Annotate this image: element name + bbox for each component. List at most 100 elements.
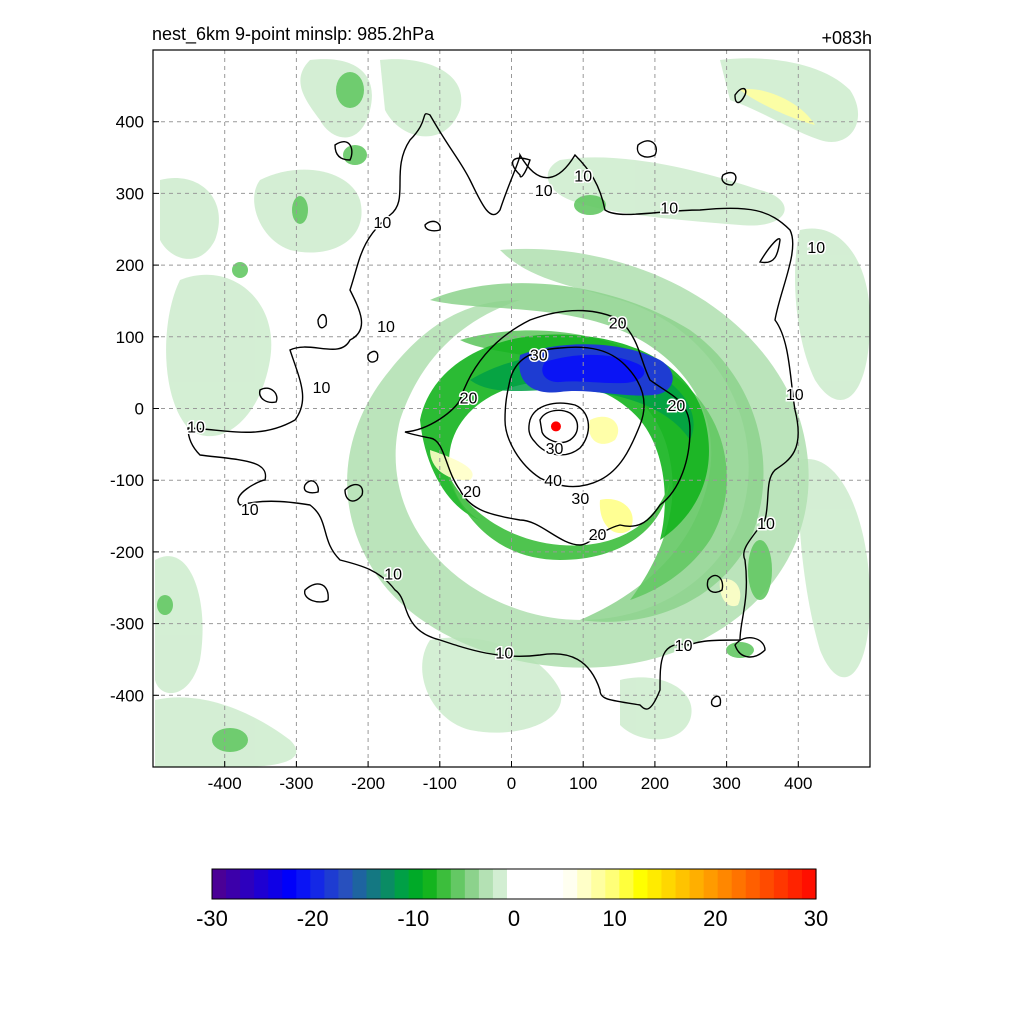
colorbar-swatch (605, 869, 620, 899)
y-tick-label: -100 (110, 471, 144, 490)
x-tick-label: -200 (351, 774, 385, 793)
colorbar-swatch (408, 869, 424, 899)
colorbar-swatch (380, 869, 396, 899)
contour-label: 10 (574, 168, 592, 185)
colorbar-swatch (759, 869, 775, 899)
contour-label: 10 (495, 645, 513, 662)
contour-label: 10 (807, 240, 825, 257)
contour-label: 40 (544, 473, 562, 490)
colorbar-swatch (464, 869, 480, 899)
colorbar-swatch (787, 869, 803, 899)
colorbar-tick-label: -10 (397, 906, 429, 931)
contour-label: 10 (786, 387, 804, 404)
y-tick-label: 0 (135, 400, 144, 419)
colorbar-swatch (254, 869, 269, 899)
colorbar-swatch (310, 869, 325, 899)
colorbar-tick-label: 30 (804, 906, 828, 931)
colorbar-swatch (745, 869, 761, 899)
x-tick-label: -400 (208, 774, 242, 793)
colorbar-swatch (338, 869, 354, 899)
contour-label: 10 (535, 183, 553, 200)
colorbar-swatch (633, 869, 649, 899)
contour-label: 20 (609, 315, 627, 332)
colorbar-tick-label: -20 (297, 906, 329, 931)
colorbar-tick-label: -30 (196, 906, 228, 931)
x-tick-label: -100 (423, 774, 457, 793)
colorbar-swatch (577, 869, 592, 899)
colorbar-frame (211, 868, 817, 900)
contour-label: 10 (313, 380, 331, 397)
contour-label: 10 (241, 502, 259, 519)
colorbar-swatch (394, 869, 410, 899)
contour-label: 10 (675, 638, 693, 655)
colorbar-swatch (492, 869, 508, 899)
contour-label: 10 (187, 419, 205, 436)
y-tick-label: 200 (116, 256, 144, 275)
x-tick-label: -300 (279, 774, 313, 793)
colorbar-swatch (422, 869, 438, 899)
x-tick-label: 200 (641, 774, 669, 793)
colorbar-swatch (661, 869, 677, 899)
colorbar-swatch (591, 869, 606, 899)
colorbar-tick-label: 10 (602, 906, 626, 931)
colorbar-swatch (366, 869, 382, 899)
colorbar-swatch (689, 869, 705, 899)
y-tick-label: -400 (110, 686, 144, 705)
colorbar-swatch (703, 869, 719, 899)
y-tick-label: -300 (110, 615, 144, 634)
contour-label: 20 (463, 484, 481, 501)
y-tick-label: 400 (116, 113, 144, 132)
colorbar-swatch (226, 869, 241, 899)
colorbar: -30 -20 -10 0 10 20 30 (196, 868, 828, 931)
colorbar-swatch (647, 869, 663, 899)
contour-label: 30 (571, 491, 589, 508)
contour-label: 20 (460, 391, 478, 408)
y-axis: 400 300 200 100 0 -100 -200 -300 -400 (110, 113, 159, 705)
storm-center-marker (550, 421, 561, 432)
x-tick-label: 0 (507, 774, 516, 793)
colorbar-swatch (436, 869, 452, 899)
x-tick-label: 300 (712, 774, 740, 793)
colorbar-swatch (324, 869, 340, 899)
contour-label: 10 (757, 516, 775, 533)
chart-title: nest_6km 9-point minslp: 985.2hPa (152, 24, 435, 45)
contour-label: 20 (668, 398, 686, 415)
colorbar-swatch (268, 869, 283, 899)
x-axis: -400 -300 -200 -100 0 100 200 300 400 (208, 761, 812, 793)
x-tick-label: 100 (569, 774, 597, 793)
colorbar-swatch (521, 869, 536, 899)
colorbar-swatch (773, 869, 789, 899)
colorbar-tick-label: 0 (508, 906, 520, 931)
colorbar-swatch (506, 869, 522, 899)
contour-label: 10 (384, 566, 402, 583)
colorbar-swatch (535, 869, 550, 899)
colorbar-swatch (212, 869, 227, 899)
colorbar-swatch (240, 869, 255, 899)
colorbar-swatch (549, 869, 564, 899)
colorbar-swatch (717, 869, 733, 899)
colorbar-swatch (296, 869, 311, 899)
colorbar-swatch (675, 869, 691, 899)
colorbar-swatch (619, 869, 634, 899)
y-tick-label: 300 (116, 184, 144, 203)
contour-label: 10 (377, 319, 395, 336)
colorbar-swatch (282, 869, 297, 899)
colorbar-swatch (352, 869, 368, 899)
y-tick-label: -200 (110, 543, 144, 562)
contour-label: 20 (589, 527, 607, 544)
contour-lines (187, 87, 799, 710)
shaded-field (155, 58, 870, 767)
colorbar-swatch (450, 869, 466, 899)
colorbar-tick-label: 20 (703, 906, 727, 931)
contour-label: 10 (660, 201, 678, 218)
colorbar-swatch (731, 869, 747, 899)
colorbar-swatch (478, 869, 494, 899)
colorbar-swatch (563, 869, 578, 899)
contour-labels: 10 10 10 10 10 10 10 10 10 10 10 10 10 10 20 20 20 20 20 30… (186, 167, 827, 664)
contour-label: 10 (374, 215, 392, 232)
y-tick-label: 100 (116, 328, 144, 347)
colorbar-swatch (801, 869, 817, 899)
contour-label: 30 (546, 441, 564, 458)
x-tick-label: 400 (784, 774, 812, 793)
